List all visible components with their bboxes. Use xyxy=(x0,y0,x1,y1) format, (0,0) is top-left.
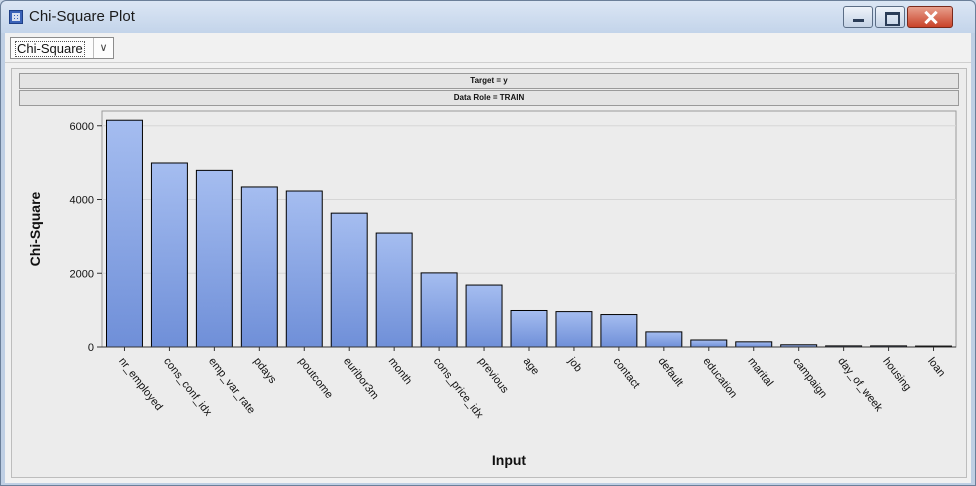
chevron-down-icon[interactable]: ∨ xyxy=(93,38,113,58)
statistic-dropdown[interactable]: Chi-Square ∨ xyxy=(10,37,114,59)
y-tick-label: 2000 xyxy=(70,268,94,280)
target-strip: Target = y xyxy=(19,73,959,89)
chart-panel: Target = y Data Role = TRAIN 0 2000 4000 60… xyxy=(11,68,967,478)
y-tick-label: 4000 xyxy=(70,195,94,207)
bar xyxy=(195,169,233,348)
title-bar[interactable]: Chi-Square Plot xyxy=(1,1,975,33)
x-tick-label: default xyxy=(655,355,685,388)
bar xyxy=(465,284,503,348)
bar xyxy=(285,190,323,348)
x-tick-label: age xyxy=(521,355,542,377)
plot-area: Target = y Data Role = TRAIN 0 2000 4000 60… xyxy=(5,63,971,483)
x-tick-label: marital xyxy=(745,355,775,388)
bar xyxy=(510,309,548,348)
y-axis-title: Chi-Square xyxy=(27,191,43,266)
bar xyxy=(600,314,638,348)
x-tick-label: poutcome xyxy=(296,355,335,400)
bar xyxy=(555,311,593,348)
bar xyxy=(735,341,773,348)
bar xyxy=(420,272,458,348)
x-tick-label: cons_conf_idx xyxy=(161,355,214,418)
x-tick-label: day_of_week xyxy=(835,355,885,414)
maximize-button[interactable] xyxy=(875,6,905,28)
x-tick-label: contact xyxy=(611,355,642,390)
bar xyxy=(240,186,278,348)
x-tick-label: euribor3m xyxy=(341,355,381,401)
x-tick-label: month xyxy=(386,355,414,386)
x-tick-label: previous xyxy=(476,355,511,396)
chi-square-bar-chart: 0 2000 4000 6000 nr_employedcons_conf_idxemp… xyxy=(27,110,957,468)
y-tick-label: 6000 xyxy=(70,121,94,133)
close-button[interactable] xyxy=(907,6,953,28)
x-tick-label: housing xyxy=(880,355,913,393)
x-tick-label: emp_var_rate xyxy=(206,355,257,416)
minimize-button[interactable] xyxy=(843,6,873,28)
bar xyxy=(690,339,728,348)
x-tick-label: campaign xyxy=(790,355,829,400)
x-tick-label: cons_price_idx xyxy=(431,355,486,421)
bar xyxy=(375,232,413,348)
bar xyxy=(105,119,143,348)
window-title: Chi-Square Plot xyxy=(29,8,135,25)
bar xyxy=(645,331,683,348)
data-role-strip: Data Role = TRAIN xyxy=(19,90,959,106)
y-tick-label: 0 xyxy=(88,342,94,354)
x-tick-label: loan xyxy=(925,355,947,379)
x-axis-title: Input xyxy=(492,452,527,468)
toolbar: Chi-Square ∨ xyxy=(5,33,971,63)
x-tick-label: nr_employed xyxy=(116,355,165,413)
x-tick-label: pdays xyxy=(251,355,279,386)
statistic-dropdown-value: Chi-Square xyxy=(15,41,85,57)
bar xyxy=(150,162,188,348)
x-tick-label: education xyxy=(700,355,739,400)
bar xyxy=(330,212,368,348)
x-tick-label: job xyxy=(565,355,584,375)
grid-chart-icon xyxy=(9,10,23,24)
